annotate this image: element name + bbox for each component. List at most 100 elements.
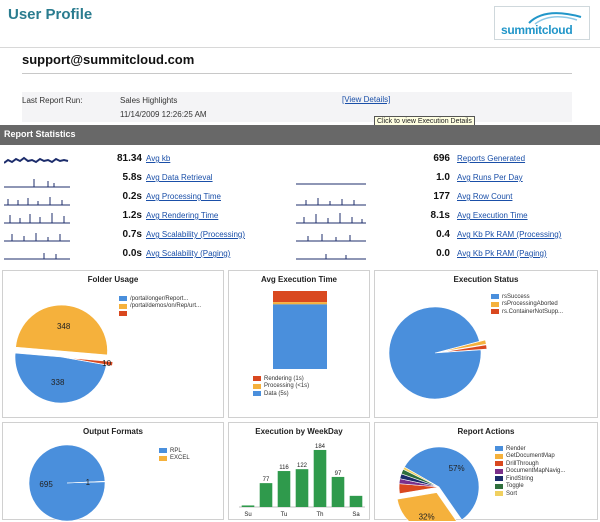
stat-avg-runs-per-day: 1.0 Avg Runs Per Day (380, 172, 523, 186)
user-email: support@summitcloud.com (22, 52, 195, 67)
stat-link[interactable]: Avg Kb Pk RAM (Processing) (457, 230, 562, 239)
legend-item: Data (5s) (253, 390, 309, 398)
pie-data-label: 695 (39, 480, 53, 489)
stat-link[interactable]: Avg Execution Time (457, 211, 528, 220)
stat-avg-ram-processing: 0.4 Avg Kb Pk RAM (Processing) (380, 229, 561, 243)
report-actions-chart: 57% 32% (396, 446, 480, 521)
x-tick-label: Tu (281, 512, 288, 518)
stat-avg-kb: 81.34 Avg kb (70, 153, 170, 167)
sparkline-avg-processing (4, 197, 70, 206)
legend-item (119, 310, 201, 318)
stack-segment (273, 304, 327, 369)
pie-slice (15, 304, 108, 356)
sparkline-avg-data-retrieval (4, 179, 70, 188)
legend-swatch (119, 296, 127, 302)
execution-status-chart (388, 306, 488, 400)
weekday-bar (295, 469, 309, 507)
right-sparklines (296, 183, 366, 260)
legend-swatch (159, 448, 167, 454)
stat-reports-generated: 696 Reports Generated (380, 153, 525, 167)
stat-link[interactable]: Avg kb (146, 154, 171, 163)
bar-data-label: 97 (335, 471, 342, 477)
sparkline-avg-execution (296, 213, 366, 224)
legend-item: rsProcessingAborted (491, 301, 563, 309)
stat-value: 0.2s (122, 191, 142, 202)
legend-item: Sort (495, 490, 565, 498)
report-actions-title: Report Actions (457, 427, 515, 436)
execution-status-title: Execution Status (453, 275, 519, 284)
stat-value: 81.34 (116, 153, 142, 164)
legend-label: /portal/onger/Report... (130, 295, 189, 302)
avg-execution-time-title: Avg Execution Time (260, 275, 338, 284)
legend-label: EXCEL (170, 455, 190, 462)
title-bar: User Profile summitcloud (0, 0, 600, 48)
legend-label: Data (5s) (264, 390, 289, 397)
stat-link[interactable]: Avg Row Count (457, 192, 513, 201)
sparkline-avg-rendering (4, 213, 70, 224)
stat-avg-row-count: 177 Avg Row Count (380, 191, 512, 205)
last-run-label: Last Report Run: (22, 96, 83, 105)
sparkline-avg-scalability-paging (4, 253, 70, 260)
legend-item: Toggle (495, 483, 565, 491)
legend-label: RPL (170, 447, 182, 454)
stat-link[interactable]: Reports Generated (457, 154, 526, 163)
output-formats-legend: RPL EXCEL (159, 447, 190, 462)
legend-label: GetDocumentMap (506, 453, 555, 460)
sparkline-avg-row-count (296, 198, 366, 206)
output-formats-chart: 695 1 (28, 444, 106, 521)
folder-usage-chart: 338 348 10 (14, 304, 114, 404)
legend-item: rs.ContainerNotSupp... (491, 308, 563, 316)
stat-link[interactable]: Avg Scalability (Paging) (146, 249, 231, 258)
last-run-report-name: Sales Highlights (120, 96, 178, 105)
pie-data-label: 10 (102, 359, 111, 368)
stat-value: 0.0 (436, 248, 450, 259)
execution-by-weekday-title: Execution by WeekDay (255, 427, 343, 436)
section-title: Report Statistics (4, 129, 76, 139)
pie-data-label: 32% (419, 512, 435, 521)
stat-link[interactable]: Avg Processing Time (146, 192, 221, 201)
legend-label: rsProcessingAborted (502, 301, 558, 308)
weekday-bar (259, 483, 273, 507)
legend-item: GetDocumentMap (495, 453, 565, 461)
stat-avg-scalability-paging: 0.0s Avg Scalability (Paging) (70, 248, 231, 262)
legend-swatch (495, 468, 503, 474)
stat-value: 696 (433, 153, 450, 164)
stat-link[interactable]: Avg Scalability (Processing) (146, 230, 246, 239)
output-formats-title: Output Formats (83, 427, 143, 436)
legend-swatch (491, 309, 499, 315)
legend-item: EXCEL (159, 455, 190, 463)
legend-label: Render (506, 445, 526, 452)
weekday-bar (241, 505, 255, 507)
pie-data-label: 348 (57, 322, 71, 331)
stat-link[interactable]: Avg Data Retrieval (146, 173, 213, 182)
pie-slice (440, 339, 487, 353)
execution-status-panel: Execution Status rsSuccess rsProcessingA… (374, 270, 598, 418)
stat-avg-processing-time: 0.2s Avg Processing Time (70, 191, 221, 205)
stat-avg-execution-time: 8.1s Avg Execution Time (380, 210, 528, 224)
sparkline-avg-scalability-processing (4, 233, 70, 242)
legend-swatch (491, 294, 499, 300)
x-tick-label: Sa (352, 512, 360, 518)
legend-item: Processing (<1s) (253, 383, 309, 391)
legend-swatch (495, 446, 503, 452)
stat-link[interactable]: Avg Rendering Time (146, 211, 219, 220)
stat-value: 0.0s (122, 248, 142, 259)
legend-swatch (253, 391, 261, 397)
weekday-bar (349, 495, 363, 507)
view-details-link[interactable]: [View Details] (342, 95, 391, 104)
sparkline-avg-ram-paging (296, 254, 366, 260)
page-title: User Profile (8, 6, 93, 23)
stat-link[interactable]: Avg Runs Per Day (457, 173, 523, 182)
legend-swatch (119, 303, 127, 309)
stat-value: 1.0 (436, 172, 450, 183)
stat-avg-data-retrieval: 5.8s Avg Data Retrieval (70, 172, 213, 186)
stat-link[interactable]: Avg Kb Pk RAM (Paging) (457, 249, 547, 258)
weekday-bar (313, 449, 327, 507)
legend-label: FindString (506, 475, 534, 482)
pie-slice (14, 352, 107, 404)
legend-item: DrillThrough (495, 460, 565, 468)
legend-item: rsSuccess (491, 293, 563, 301)
bar-data-label: 184 (315, 444, 326, 450)
pie-slice (403, 446, 480, 521)
execution-status-legend: rsSuccess rsProcessingAborted rs.Contain… (491, 293, 563, 316)
